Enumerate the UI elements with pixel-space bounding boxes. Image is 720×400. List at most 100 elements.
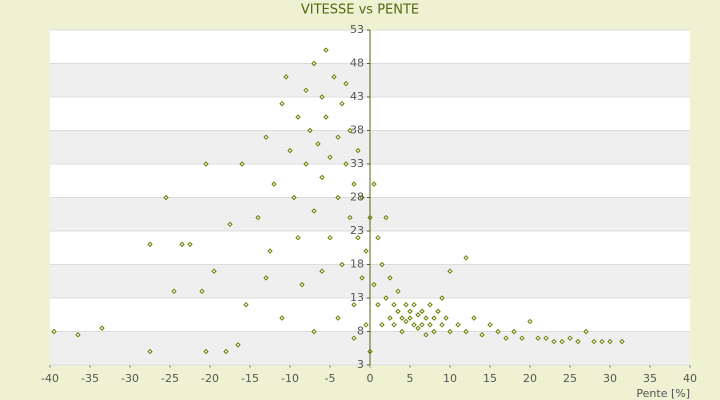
point (359, 194, 365, 201)
point (399, 328, 405, 335)
point (387, 275, 393, 281)
x-tick-label: 20 (523, 372, 537, 385)
point (339, 261, 345, 268)
point (263, 134, 269, 140)
point (355, 234, 361, 241)
point (335, 194, 341, 201)
point (179, 241, 185, 248)
point (415, 325, 421, 331)
point (407, 308, 413, 315)
point (351, 181, 357, 187)
point (427, 301, 433, 308)
point (363, 248, 369, 254)
point (267, 248, 273, 254)
point (75, 332, 81, 338)
point (387, 315, 393, 321)
point (319, 268, 325, 274)
x-tick-label: -5 (325, 372, 336, 385)
point (543, 335, 549, 341)
point (327, 234, 333, 241)
point (199, 288, 205, 295)
point (419, 322, 425, 328)
point (619, 338, 625, 345)
point (591, 338, 597, 345)
point (147, 348, 153, 355)
point (431, 315, 437, 321)
point (511, 328, 517, 335)
point (599, 338, 605, 345)
point (255, 214, 261, 221)
point (295, 234, 301, 241)
point (283, 74, 289, 80)
point (223, 348, 229, 355)
point (395, 288, 401, 295)
point (235, 342, 241, 348)
point (607, 338, 613, 345)
point (519, 335, 525, 341)
x-tick-label: -35 (81, 372, 99, 385)
point (363, 322, 369, 328)
point (303, 87, 309, 94)
x-tick-label: 35 (643, 372, 657, 385)
point (527, 318, 533, 325)
point (147, 241, 153, 248)
y-tick-label: 48 (350, 57, 364, 70)
point (311, 328, 317, 335)
point (407, 315, 413, 321)
point (319, 94, 325, 100)
x-tick-label: 0 (367, 372, 374, 385)
point (239, 161, 245, 167)
point (347, 127, 353, 134)
point (439, 295, 445, 301)
x-tick-label: -10 (281, 372, 299, 385)
point (415, 312, 421, 318)
point (551, 338, 557, 345)
point (351, 335, 357, 341)
y-tick-label: 38 (350, 124, 364, 137)
point (347, 214, 353, 221)
point (51, 328, 57, 335)
x-tick-label: 5 (407, 372, 414, 385)
point (575, 338, 581, 345)
point (503, 335, 509, 341)
point (391, 322, 397, 328)
point (427, 322, 433, 328)
point (291, 194, 297, 201)
x-tick-label: -25 (161, 372, 179, 385)
y-tick-label: 53 (350, 23, 364, 36)
point (359, 275, 365, 281)
point (567, 335, 573, 341)
point (423, 315, 429, 321)
point (355, 147, 361, 154)
point (375, 234, 381, 241)
point (311, 208, 317, 214)
point (311, 60, 317, 67)
point (295, 114, 301, 120)
point (335, 315, 341, 321)
point (171, 288, 177, 295)
point (455, 322, 461, 328)
point (419, 308, 425, 315)
point (383, 214, 389, 221)
point (371, 181, 377, 187)
point (227, 221, 233, 228)
y-tick-label: 8 (357, 325, 364, 338)
point (307, 127, 313, 134)
point (395, 308, 401, 315)
point (279, 315, 285, 321)
point (379, 322, 385, 328)
point (375, 301, 381, 308)
point (479, 332, 485, 338)
point (303, 161, 309, 167)
point (327, 154, 333, 161)
point (411, 301, 417, 308)
point (243, 301, 249, 308)
point (331, 74, 337, 80)
point (371, 281, 377, 288)
point (447, 328, 453, 335)
point (263, 275, 269, 281)
point (487, 322, 493, 328)
x-tick-label: -15 (241, 372, 259, 385)
point (383, 295, 389, 301)
